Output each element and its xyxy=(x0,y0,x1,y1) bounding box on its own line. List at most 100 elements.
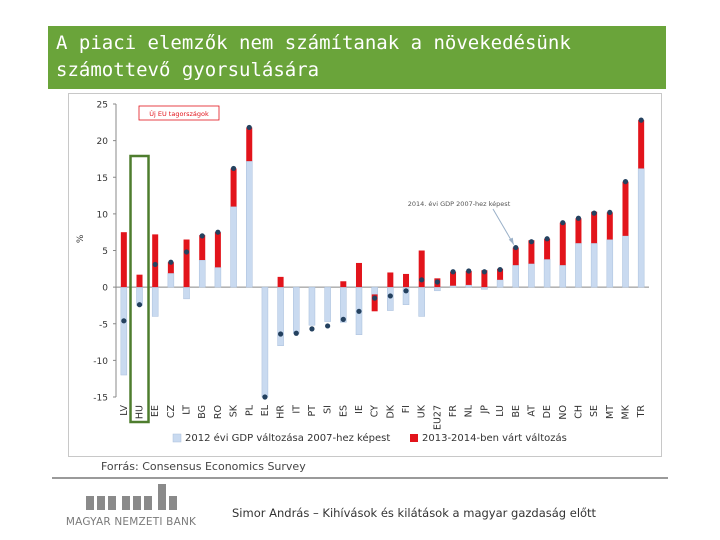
dot-2014-si xyxy=(325,323,331,329)
bar-forecast-dk xyxy=(387,272,394,288)
bar-2012-mt xyxy=(606,239,614,288)
bar-forecast-no xyxy=(559,222,566,266)
bar-forecast-ie xyxy=(355,262,362,288)
bar-2012-el xyxy=(261,286,269,398)
x-tick-label-jp: JP xyxy=(479,405,490,415)
dot-2014-pl xyxy=(246,124,252,131)
bar-2012-sk xyxy=(230,206,237,288)
x-tick-label-si: SI xyxy=(323,405,334,414)
bar-2012-eu27 xyxy=(434,286,441,292)
bar-2012-uk xyxy=(418,286,425,317)
x-tick-label-nl: NL xyxy=(464,404,475,417)
dot-2014-lt xyxy=(183,249,190,255)
x-tick-label-hr: HR xyxy=(276,405,287,419)
dot-2014-cy xyxy=(372,295,378,301)
x-tick-label-de: DE xyxy=(542,405,553,418)
x-tick-label-uk: UK xyxy=(417,404,428,418)
dot-2014-pt xyxy=(309,326,315,332)
y-tick-label: -15 xyxy=(93,394,108,404)
x-tick-label-mt: MT xyxy=(605,405,616,419)
bar-forecast-uk xyxy=(418,250,425,288)
bar-forecast-fr xyxy=(450,271,457,286)
dot-2014-lv xyxy=(121,318,127,324)
x-tick-label-tr: TR xyxy=(636,405,647,419)
x-tick-label-cy: CY xyxy=(370,405,381,417)
bar-2012-fr xyxy=(449,285,457,288)
bar-forecast-pl xyxy=(246,127,253,162)
bar-2012-bg xyxy=(198,259,206,288)
dot-2014-hu xyxy=(136,302,143,308)
x-tick-label-se: SE xyxy=(589,405,600,417)
x-tick-label-pt: PT xyxy=(307,405,318,417)
bar-2012-ch xyxy=(575,242,582,288)
bar-2012-dk xyxy=(387,286,394,311)
bar-forecast-es xyxy=(340,281,347,288)
x-tick-label-eu27: EU27 xyxy=(432,405,443,430)
title-banner: A piaci elemzők nem számítanak a növeked… xyxy=(48,26,666,89)
bar-forecast-mt xyxy=(606,212,613,240)
bar-2012-ro xyxy=(214,267,222,288)
dot-2014-de xyxy=(544,236,550,242)
dot-2014-ro xyxy=(215,229,221,235)
legend-label-2012: 2012 évi GDP változása 2007-hez képest xyxy=(185,432,390,444)
bar-2012-lu xyxy=(496,279,504,288)
bar-2012-lt xyxy=(183,286,190,300)
bar-forecast-lt xyxy=(183,239,190,288)
dot-2014-ie xyxy=(356,308,362,314)
x-tick-label-es: ES xyxy=(338,405,349,417)
x-tick-label-ro: RO xyxy=(213,405,224,419)
dot-2014-bg xyxy=(199,233,205,239)
dot-2014-fi xyxy=(403,288,409,294)
y-tick-label: -5 xyxy=(99,320,108,330)
bar-2012-cy xyxy=(371,286,378,295)
bar-forecast-lv xyxy=(120,232,127,288)
dot-2014-jp xyxy=(481,269,487,275)
bar-forecast-mk xyxy=(622,181,629,236)
bar-2012-jp xyxy=(481,286,488,290)
bar-2012-be xyxy=(512,264,519,288)
bar-forecast-hu xyxy=(136,274,143,288)
bar-forecast-hr xyxy=(277,276,284,288)
bar-forecast-at xyxy=(528,240,535,264)
y-axis-label: % xyxy=(76,234,86,243)
bar-forecast-jp xyxy=(481,270,488,288)
y-tick-label: 0 xyxy=(102,284,108,294)
legend-swatch-forecast xyxy=(410,434,418,442)
inset-label: Új EU tagországok xyxy=(149,109,209,118)
x-tick-label-no: NO xyxy=(558,405,569,420)
x-tick-label-cz: CZ xyxy=(166,405,177,419)
bar-forecast-cz xyxy=(167,262,174,274)
x-tick-label-mk: MK xyxy=(620,404,631,419)
bar-2012-cz xyxy=(167,272,175,288)
x-tick-label-bg: BG xyxy=(197,405,208,419)
footer-divider xyxy=(52,477,668,479)
bar-2012-tr xyxy=(637,168,645,288)
x-tick-label-dk: DK xyxy=(385,404,396,418)
bar-forecast-cy xyxy=(371,294,378,312)
dot-2014-ch xyxy=(575,215,582,221)
bar-2012-se xyxy=(590,242,598,288)
bar-forecast-bg xyxy=(199,235,206,261)
x-tick-label-at: AT xyxy=(526,405,537,417)
slide-title: A piaci elemzők nem számítanak a növeked… xyxy=(56,32,571,81)
y-tick-label: 10 xyxy=(97,210,109,220)
bar-forecast-de xyxy=(544,238,551,260)
x-tick-label-sk: SK xyxy=(229,404,240,417)
x-tick-label-pl: PL xyxy=(244,404,255,416)
dot-2014-lu xyxy=(497,266,503,273)
annotation-arrow xyxy=(492,208,515,245)
bar-2012-si xyxy=(324,286,331,322)
chart-frame: -15 -10 -5 0 5 10 15 20 25% LV HU EE CZ LT BG RO SK PL EL H… xyxy=(68,93,662,457)
bar-2012-pt xyxy=(308,286,316,326)
legend-label-forecast: 2013-2014-ben várt változás xyxy=(422,432,567,444)
x-tick-label-be: BE xyxy=(511,405,522,418)
x-tick-label-lu: LU xyxy=(495,405,506,417)
dot-2014-be xyxy=(513,244,519,251)
x-tick-label-fi: FI xyxy=(401,405,412,413)
dot-2014-fr xyxy=(450,269,456,275)
dot-2014-at xyxy=(528,239,535,245)
dot-2014-el xyxy=(262,394,268,400)
bar-forecast-ro xyxy=(214,232,221,268)
dot-2014-tr xyxy=(638,117,644,123)
bar-2012-pl xyxy=(246,160,253,288)
